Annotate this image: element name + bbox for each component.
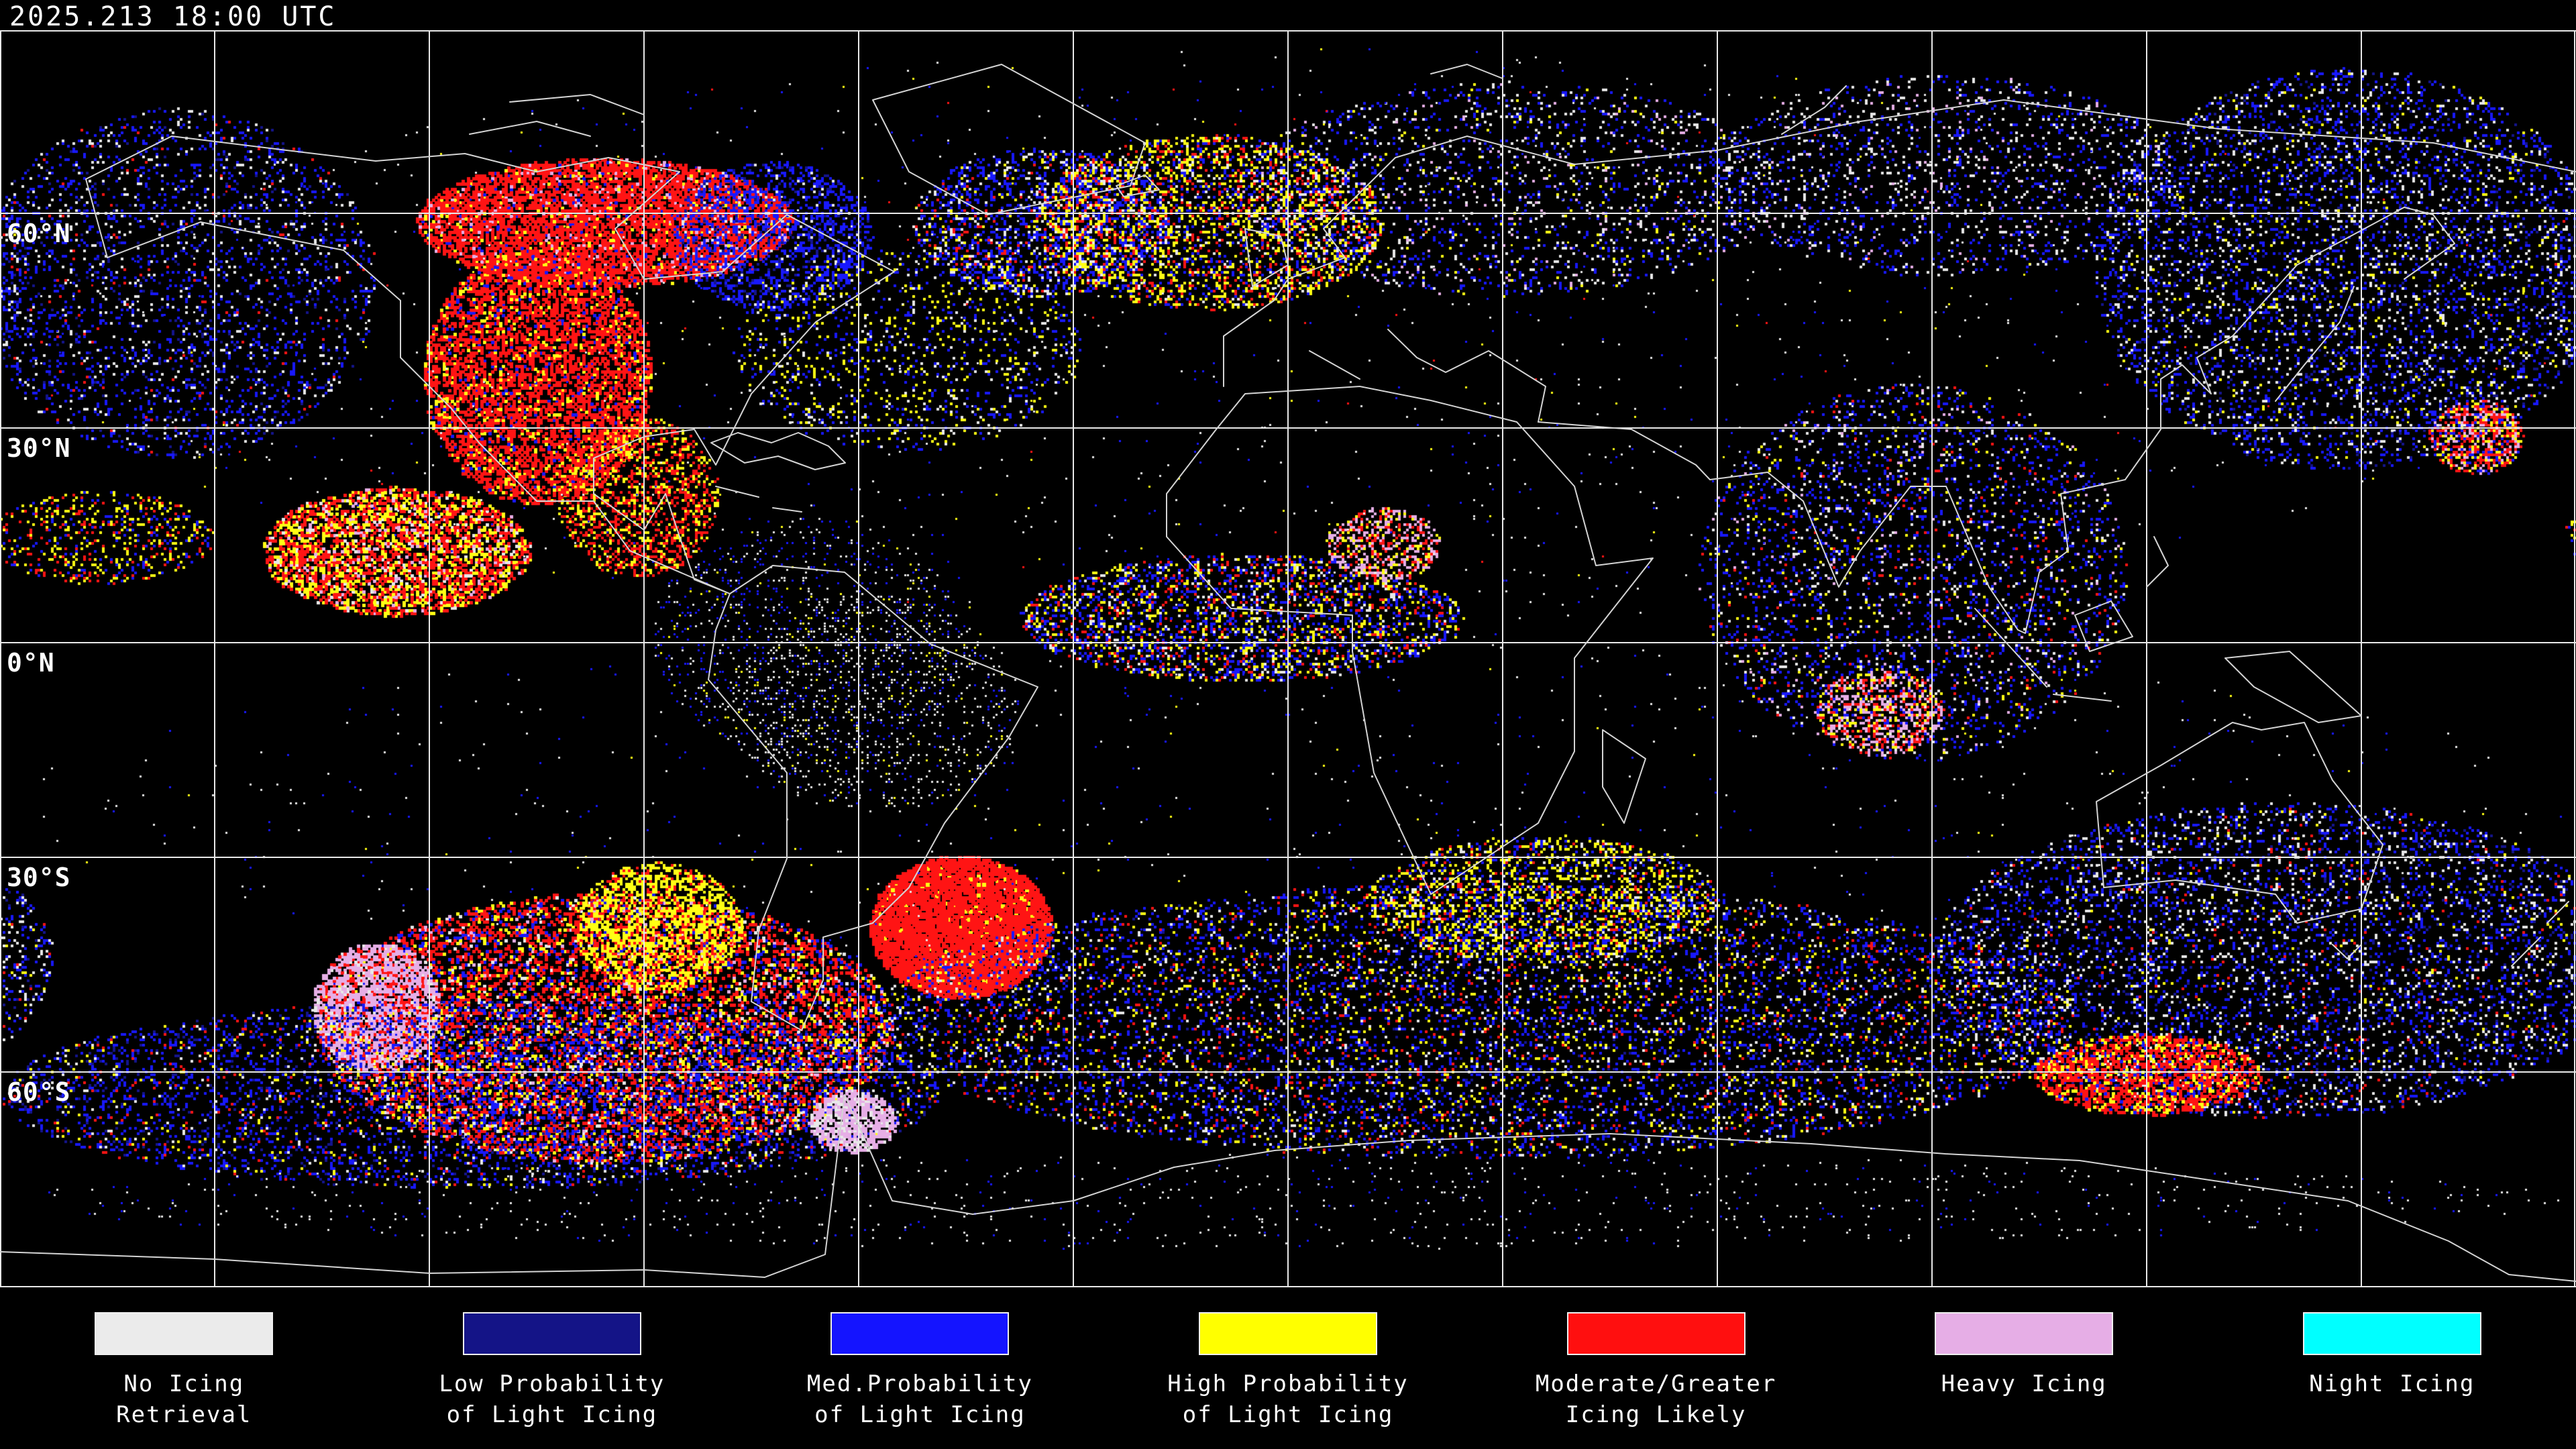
lat-label-60n: 60°N [7, 219, 71, 248]
lat-label-30n: 30°N [7, 433, 71, 463]
coastlines [0, 64, 2576, 1282]
coast-japan [2275, 286, 2355, 402]
legend-swatch-med-probability [830, 1312, 1010, 1355]
legend-swatch-heavy-icing [1935, 1312, 2114, 1355]
timestamp-label: 2025.213 18:00 UTC [9, 1, 337, 32]
coast-new-zealand [2511, 901, 2569, 967]
legend-label-moderate-greater: Moderate/Greater Icing Likely [1536, 1368, 1777, 1430]
legend-label-line: Retrieval [116, 1401, 252, 1428]
legend-label-night-icing: Night Icing [2309, 1368, 2475, 1399]
legend-label-high-probability: High Probability of Light Icing [1167, 1368, 1409, 1430]
legend-item-heavy-icing: Heavy Icing [1840, 1303, 2208, 1430]
coast-africa [1166, 386, 1654, 895]
coast-arctic-islands [469, 64, 1847, 137]
legend-label-line: Med.Probability [806, 1371, 1033, 1397]
legend-label-line: Heavy Icing [1941, 1371, 2107, 1397]
coast-britain [1244, 228, 1289, 287]
legend-bar: No Icing Retrieval Low Probability of Ligh… [0, 1303, 2576, 1430]
coast-mediterranean [1223, 329, 1546, 423]
coast-north-america [85, 136, 895, 594]
legend-label-line: Low Probability [439, 1371, 665, 1397]
legend-label-line: High Probability [1167, 1371, 1409, 1397]
legend-item-low-probability: Low Probability of Light Icing [368, 1303, 737, 1430]
lat-label-60s: 60°S [7, 1077, 71, 1107]
legend-swatch-no-icing [95, 1312, 274, 1355]
legend-swatch-moderate-greater [1566, 1312, 1746, 1355]
legend-label-no-icing: No Icing Retrieval [116, 1368, 252, 1430]
legend-item-no-icing: No Icing Retrieval [0, 1303, 368, 1430]
legend-label-line: Icing Likely [1565, 1401, 1747, 1428]
legend-item-med-probability: Med.Probability of Light Icing [736, 1303, 1104, 1430]
coast-south-america [708, 565, 1038, 1031]
lat-label-30s: 30°S [7, 863, 71, 892]
lat-lon-gridlines [0, 30, 2576, 1287]
coast-asia-south [1538, 207, 2455, 634]
coast-eurasia-arctic [1223, 99, 2576, 337]
coast-great-lakes [710, 432, 846, 470]
coast-greenland [872, 64, 1146, 215]
coast-caribbean [715, 486, 802, 513]
coast-iceland [1116, 174, 1160, 197]
legend-label-heavy-icing: Heavy Icing [1941, 1368, 2107, 1399]
legend-label-line: of Light Icing [446, 1401, 658, 1428]
lat-label-0n: 0°N [7, 648, 55, 678]
legend-item-moderate-greater: Moderate/Greater Icing Likely [1472, 1303, 1840, 1430]
coast-australia [2096, 722, 2383, 959]
legend-label-line: Night Icing [2309, 1371, 2475, 1397]
legend-swatch-low-probability [462, 1312, 641, 1355]
legend-label-line: No Icing [123, 1371, 245, 1397]
legend-label-line: Moderate/Greater [1535, 1371, 1777, 1397]
legend-label-line: of Light Icing [1182, 1401, 1394, 1428]
coast-indonesia [1974, 536, 2362, 723]
legend-label-line: of Light Icing [814, 1401, 1026, 1428]
coast-madagascar [1602, 729, 1646, 824]
legend-swatch-high-probability [1199, 1312, 1378, 1355]
legend-item-night-icing: Night Icing [2208, 1303, 2576, 1430]
legend-swatch-night-icing [2302, 1312, 2481, 1355]
legend-item-high-probability: High Probability of Light Icing [1104, 1303, 1472, 1430]
legend-label-low-probability: Low Probability of Light Icing [439, 1368, 665, 1430]
coast-antarctica [0, 1094, 2576, 1282]
legend-label-med-probability: Med.Probability of Light Icing [807, 1368, 1033, 1430]
